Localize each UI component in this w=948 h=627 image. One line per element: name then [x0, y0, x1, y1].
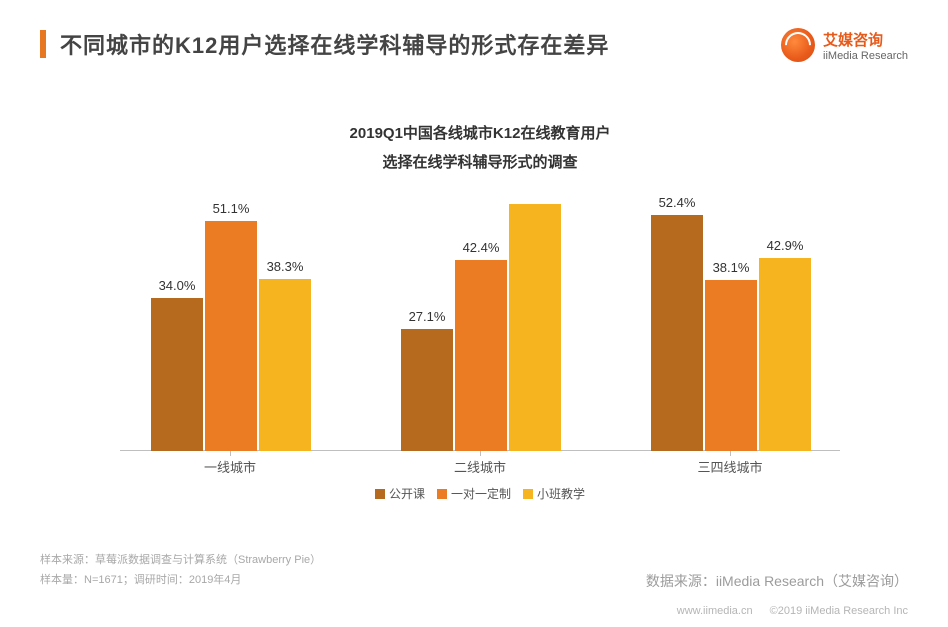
title-accent-bar [40, 30, 46, 58]
bar-value-label: 42.9% [767, 238, 804, 253]
footer-left: 样本来源：草莓派数据调查与计算系统（Strawberry Pie） 样本量：N=… [40, 551, 321, 591]
copyright: www.iimedia.cn ©2019 iiMedia Research In… [663, 605, 908, 617]
chart-category-axis: 一线城市 二线城市 三四线城市 [120, 451, 840, 477]
bar: 51.1% [205, 221, 257, 451]
bar-group: 27.1%42.4% [400, 204, 562, 452]
chart-legend: 公开课 一对一定制 小班教学 [120, 485, 840, 502]
legend-label: 小班教学 [537, 485, 585, 502]
legend-label: 一对一定制 [451, 485, 511, 502]
legend-swatch [523, 489, 533, 499]
legend-swatch [375, 489, 385, 499]
bar-value-label: 38.3% [267, 259, 304, 274]
brand-logo: 艾媒咨询 iiMedia Research [781, 28, 908, 62]
chart-title-line2: 选择在线学科辅导形式的调查 [120, 149, 840, 178]
bar: 27.1% [401, 329, 453, 451]
category-label: 二线城市 [454, 457, 506, 476]
bar-value-label: 42.4% [463, 240, 500, 255]
brand-logo-icon [781, 28, 815, 62]
data-source: 数据来源：iiMedia Research（艾媒咨询） [646, 571, 908, 591]
title-wrap: 不同城市的K12用户选择在线学科辅导的形式存在差异 [40, 28, 609, 60]
category-label: 一线城市 [204, 457, 256, 476]
bar-group: 34.0%51.1%38.3% [150, 221, 312, 451]
copyright-text: ©2019 iiMedia Research Inc [770, 605, 908, 617]
bar: 38.3% [259, 279, 311, 451]
chart-title-line1: 2019Q1中国各线城市K12在线教育用户 [120, 120, 840, 149]
bar [509, 204, 561, 452]
bar-value-label: 52.4% [659, 195, 696, 210]
legend-item: 一对一定制 [437, 485, 511, 502]
chart: 2019Q1中国各线城市K12在线教育用户 选择在线学科辅导形式的调查 34.0… [120, 120, 840, 520]
bar-value-label: 27.1% [409, 309, 446, 324]
legend-item: 小班教学 [523, 485, 585, 502]
bar: 42.9% [759, 258, 811, 451]
footer: 样本来源：草莓派数据调查与计算系统（Strawberry Pie） 样本量：N=… [40, 551, 908, 591]
category-label: 三四线城市 [697, 457, 762, 476]
site-url: www.iimedia.cn [677, 605, 753, 617]
bar: 34.0% [151, 298, 203, 451]
bar-value-label: 38.1% [713, 260, 750, 275]
chart-plot: 34.0%51.1%38.3%27.1%42.4%52.4%38.1%42.9% [120, 181, 840, 451]
bar: 38.1% [705, 280, 757, 451]
legend-item: 公开课 [375, 485, 425, 502]
brand-name-cn: 艾媒咨询 [823, 29, 908, 50]
bar-value-label: 51.1% [213, 201, 250, 216]
bar: 42.4% [455, 260, 507, 451]
chart-title: 2019Q1中国各线城市K12在线教育用户 选择在线学科辅导形式的调查 [120, 120, 840, 177]
bar-value-label: 34.0% [159, 278, 196, 293]
bar-group: 52.4%38.1%42.9% [650, 215, 812, 451]
sample-source: 样本来源：草莓派数据调查与计算系统（Strawberry Pie） [40, 551, 321, 571]
legend-swatch [437, 489, 447, 499]
brand-logo-text: 艾媒咨询 iiMedia Research [823, 29, 908, 62]
legend-label: 公开课 [389, 485, 425, 502]
header: 不同城市的K12用户选择在线学科辅导的形式存在差异 艾媒咨询 iiMedia R… [0, 0, 948, 62]
brand-name-en: iiMedia Research [823, 50, 908, 62]
sample-size: 样本量：N=1671；调研时间：2019年4月 [40, 571, 321, 591]
page-title: 不同城市的K12用户选择在线学科辅导的形式存在差异 [60, 28, 609, 60]
bar: 52.4% [651, 215, 703, 451]
